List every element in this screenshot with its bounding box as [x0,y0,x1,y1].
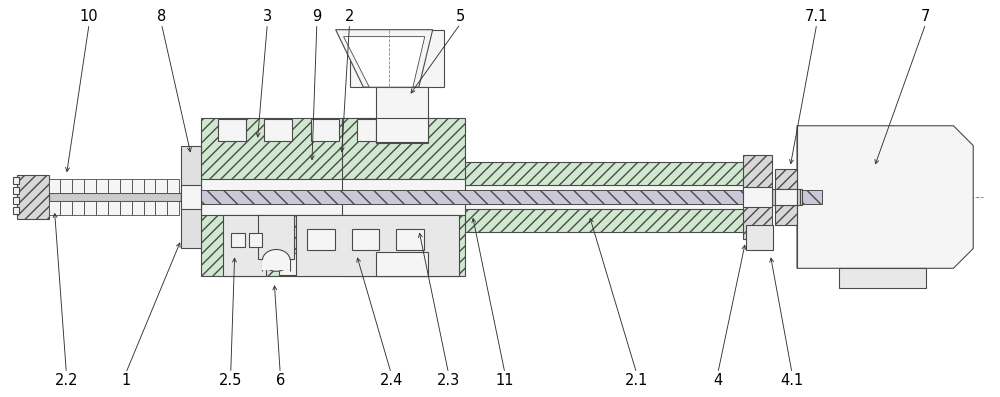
Text: 7: 7 [921,9,930,24]
Bar [376,118,428,142]
Bar [463,162,746,197]
Bar [743,156,772,239]
Bar [201,179,439,215]
Bar [296,215,459,276]
Bar [376,87,428,143]
Text: 10: 10 [80,9,98,24]
Bar [350,30,444,87]
Bar [352,229,379,251]
Bar [13,207,19,214]
Bar [775,169,797,225]
Text: 2.2: 2.2 [55,373,78,388]
Polygon shape [155,201,167,215]
Polygon shape [120,201,132,215]
Polygon shape [49,179,60,193]
Bar [233,253,260,275]
Bar [223,215,266,276]
Text: 2.4: 2.4 [379,373,403,388]
Bar [326,253,353,275]
Bar [13,187,19,194]
Polygon shape [132,201,144,215]
Bar [342,118,465,179]
Bar [307,229,335,251]
Polygon shape [96,179,108,193]
Bar [376,252,428,276]
Polygon shape [144,201,155,215]
Polygon shape [120,179,132,193]
Polygon shape [144,179,155,193]
Bar [17,175,49,219]
Bar [258,215,294,259]
Bar [342,179,465,215]
Polygon shape [84,179,96,193]
Bar [743,187,772,207]
Polygon shape [336,30,433,87]
Bar [439,143,463,197]
Bar [231,233,245,247]
Polygon shape [49,201,60,215]
Bar [49,193,181,201]
Text: 9: 9 [312,9,321,24]
Bar [342,215,465,276]
Polygon shape [72,201,84,215]
Text: 6: 6 [276,373,285,388]
Bar [396,229,424,251]
Bar [201,197,439,276]
Polygon shape [108,201,120,215]
Polygon shape [797,126,973,268]
Bar [746,225,773,251]
Bar [797,189,800,205]
Polygon shape [132,179,144,193]
Bar [279,253,307,275]
Polygon shape [60,179,72,193]
Text: 1: 1 [121,373,130,388]
Bar [357,119,385,141]
Bar [775,189,797,205]
Bar [201,190,822,204]
Polygon shape [108,179,120,193]
Bar [463,197,746,232]
Text: 4: 4 [713,373,722,388]
Bar [262,260,290,270]
Text: 11: 11 [496,373,514,388]
Text: 8: 8 [157,9,166,24]
Bar [772,189,802,205]
Text: 2.1: 2.1 [625,373,648,388]
Polygon shape [167,179,179,193]
Text: 2.5: 2.5 [219,373,242,388]
Bar [13,197,19,204]
Polygon shape [167,201,179,215]
Text: 5: 5 [456,9,465,24]
Polygon shape [96,201,108,215]
Bar [218,119,246,141]
Bar [13,177,19,184]
Text: 2.3: 2.3 [437,373,460,388]
Polygon shape [155,179,167,193]
Bar [463,185,746,209]
Bar [264,119,292,141]
Bar [201,118,439,197]
Bar [181,146,201,249]
Text: 4.1: 4.1 [780,373,804,388]
Ellipse shape [262,249,290,271]
Polygon shape [72,179,84,193]
Bar [839,268,926,288]
Polygon shape [60,201,72,215]
Polygon shape [84,201,96,215]
Polygon shape [344,37,425,87]
Text: 3: 3 [263,9,272,24]
Text: 7.1: 7.1 [805,9,828,24]
Bar [249,233,262,247]
Bar [439,197,463,251]
Bar [439,183,463,211]
Text: 2: 2 [345,9,354,24]
Bar [311,119,339,141]
Bar [181,185,201,209]
